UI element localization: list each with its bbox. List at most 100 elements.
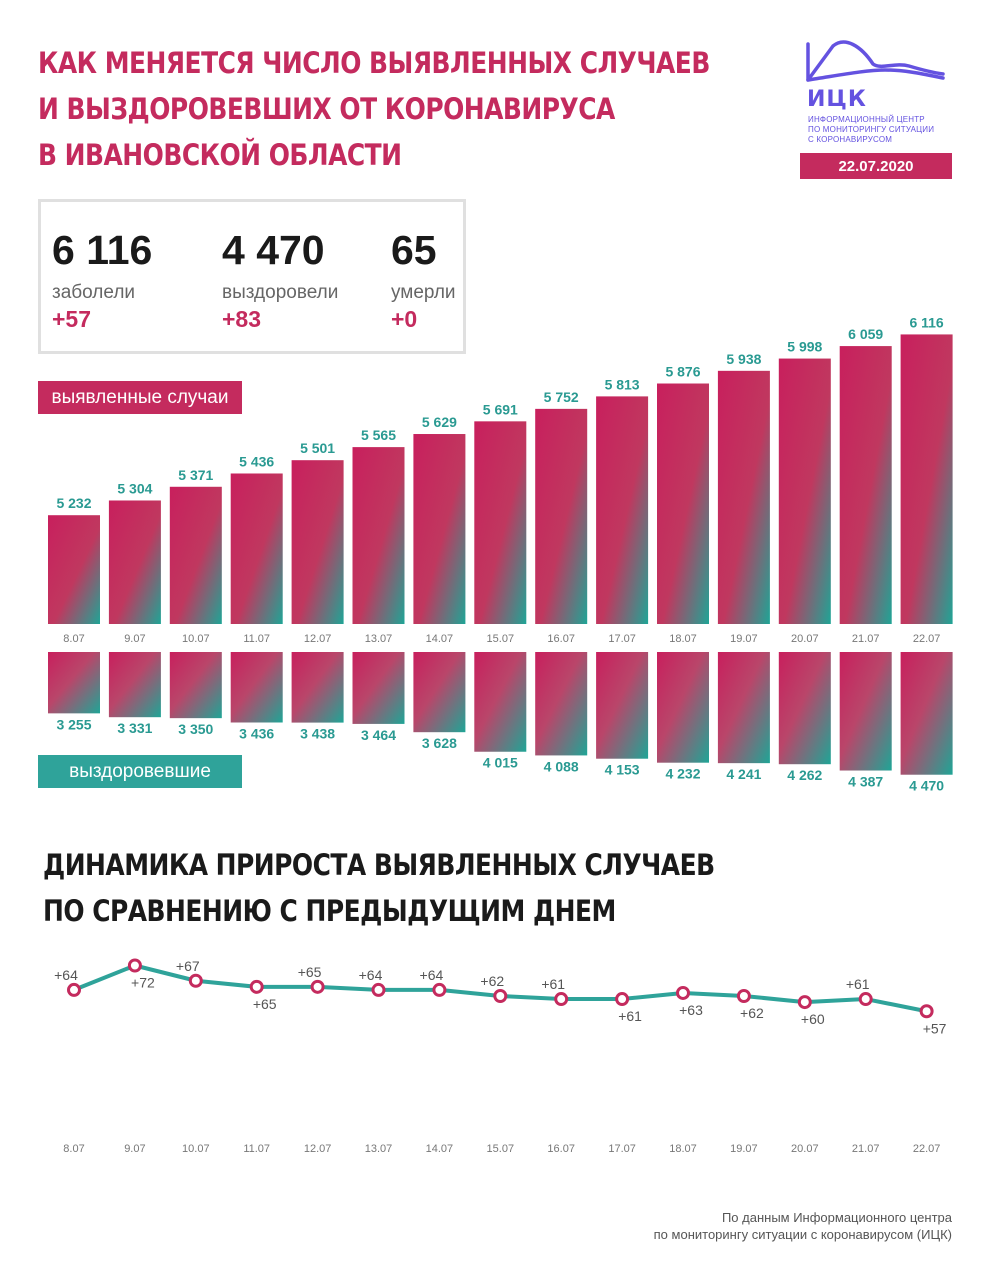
growth-point-label: +61	[541, 976, 565, 992]
growth-point	[797, 995, 812, 1010]
growth-point	[432, 982, 447, 997]
source-note: По данным Информационного центра по мони…	[532, 1209, 952, 1243]
bar-cases	[839, 346, 892, 624]
source-line: По данным Информационного центра	[721, 1210, 952, 1225]
date-badge: 22.07.2020	[800, 153, 952, 179]
logo-name: ИЦК	[807, 87, 867, 112]
source-line: по мониторингу ситуации с коронавирусом …	[653, 1227, 952, 1242]
bar-cases-label: 5 691	[483, 401, 518, 417]
bar-recovered	[230, 652, 283, 723]
bar-category-label: 16.07	[547, 633, 575, 645]
stat-label: умерли	[391, 282, 456, 303]
growth-point-label: +65	[253, 996, 277, 1012]
bar-recovered	[474, 652, 527, 752]
bar-cases	[352, 447, 405, 624]
bar-category-label: 10.07	[182, 633, 210, 645]
growth-point	[493, 989, 508, 1003]
bar-category-label: 19.07	[730, 633, 758, 645]
bar-cases	[474, 421, 527, 624]
bar-cases	[717, 370, 770, 624]
bar-cases	[48, 515, 100, 624]
bar-category-label: 18.07	[669, 633, 697, 645]
bar-cases-label: 5 436	[239, 453, 274, 469]
growth-point-label: +65	[298, 964, 322, 980]
bar-cases-label: 5 232	[56, 495, 91, 511]
bar-cases	[535, 408, 588, 624]
recovered-label: выздоровевшие	[38, 755, 242, 788]
x-tick-label: 14.07	[426, 1143, 454, 1155]
growth-point	[858, 992, 873, 1007]
bar-cases-label: 5 565	[361, 427, 396, 443]
bar-recovered-label: 4 387	[848, 774, 883, 790]
x-tick-label: 15.07	[487, 1143, 515, 1155]
logo-sub-line: С КОРОНАВИРУСОМ	[808, 135, 893, 144]
growth-point-label: +67	[176, 958, 200, 974]
growth-line	[73, 963, 927, 1014]
bar-cases-label: 5 304	[117, 480, 152, 496]
bar-recovered	[535, 652, 588, 756]
logo-wave-icon	[806, 40, 945, 82]
growth-point	[919, 1004, 934, 1019]
section-title-line-2: ПО СРАВНЕНИЮ С ПРЕДЫДУЩИМ ДНЕМ	[43, 894, 616, 928]
bar-recovered-label: 4 241	[726, 766, 761, 782]
stat-label: выздоровели	[222, 282, 339, 303]
bar-recovered	[900, 652, 953, 775]
growth-point-label: +64	[420, 967, 444, 983]
bar-recovered-label: 3 255	[56, 716, 91, 732]
growth-point	[554, 992, 569, 1007]
bar-recovered	[169, 652, 222, 719]
bar-cases	[596, 396, 649, 624]
growth-point-label: +61	[846, 976, 870, 992]
bar-cases-label: 6 116	[909, 314, 943, 330]
bar-category-label: 20.07	[791, 633, 819, 645]
bar-recovered	[108, 652, 161, 718]
bar-category-label: 21.07	[852, 633, 880, 645]
growth-point-label: +57	[923, 1020, 947, 1036]
bar-cases-label: 5 752	[544, 389, 579, 405]
x-tick-label: 18.07	[669, 1143, 697, 1155]
growth-point	[249, 979, 264, 994]
bar-cases	[230, 473, 283, 624]
bar-recovered-label: 3 331	[117, 720, 152, 736]
growth-point	[371, 982, 386, 997]
growth-point	[676, 985, 690, 1000]
bar-recovered	[657, 652, 709, 763]
bar-recovered-label: 4 088	[544, 758, 579, 774]
bar-cases-label: 6 059	[848, 326, 883, 342]
bar-category-label: 11.07	[243, 633, 270, 645]
cases-recovered-bar-chart: 5 232 8.07 3 255 5 304 9.07 3 331 5 371 10.07 3 …	[48, 314, 953, 794]
x-tick-label: 17.07	[608, 1143, 636, 1155]
stat-label: заболели	[52, 282, 136, 303]
bar-recovered-label: 3 438	[300, 726, 335, 742]
bar-cases	[291, 460, 344, 624]
stat-infected: 6 116 заболели +57	[52, 226, 152, 333]
bar-cases	[108, 500, 161, 624]
bar-category-label: 12.07	[304, 633, 332, 645]
bar-cases-label: 5 813	[605, 376, 640, 392]
growth-point	[188, 973, 203, 988]
bar-recovered	[717, 652, 770, 764]
stat-delta: +0	[391, 306, 418, 332]
growth-point-label: +63	[679, 1002, 703, 1018]
bar-cases	[900, 334, 953, 624]
bar-category-label: 8.07	[63, 633, 84, 645]
x-tick-label: 20.07	[791, 1143, 819, 1155]
bar-recovered	[48, 652, 100, 714]
x-tick-label: 22.07	[913, 1143, 941, 1155]
bar-cases-label: 5 876	[665, 364, 700, 380]
stat-value: 4 470	[222, 227, 325, 273]
growth-point-label: +64	[54, 967, 78, 983]
x-tick-label: 12.07	[304, 1143, 332, 1155]
growth-point-label: +64	[359, 967, 383, 983]
bar-category-label: 14.07	[426, 633, 454, 645]
stat-value: 65	[391, 227, 437, 273]
x-tick-label: 8.07	[63, 1143, 84, 1155]
x-tick-label: 10.07	[182, 1143, 210, 1155]
stat-deaths: 65 умерли +0	[391, 226, 456, 333]
bar-category-label: 22.07	[913, 633, 941, 645]
x-tick-label: 19.07	[730, 1143, 758, 1155]
growth-point	[127, 958, 142, 973]
growth-point	[310, 979, 325, 994]
bar-cases	[413, 434, 466, 624]
growth-point	[736, 989, 751, 1003]
